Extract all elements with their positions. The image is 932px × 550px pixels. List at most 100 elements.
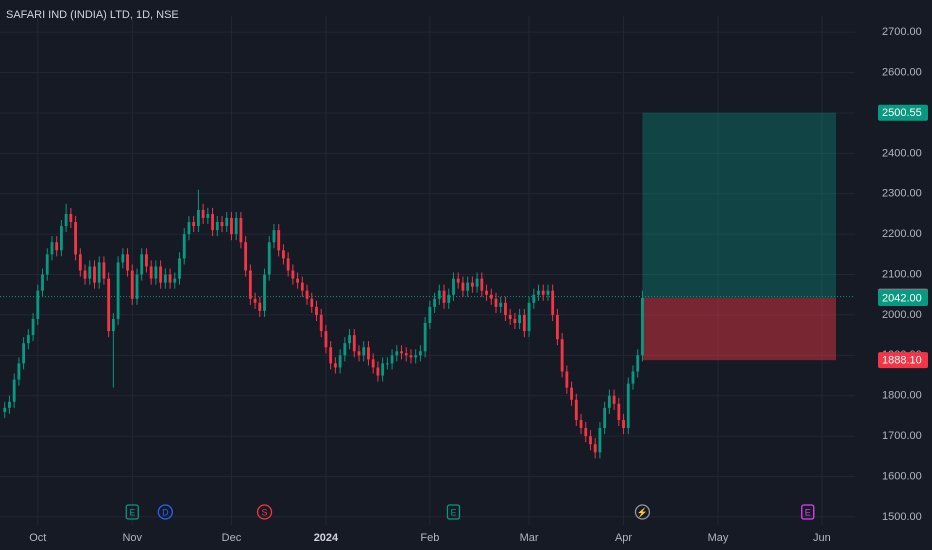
- event-icon: [256, 504, 273, 520]
- price-tag-label: 2500.55: [882, 107, 922, 119]
- candle-body: [348, 335, 351, 344]
- candle-body: [253, 298, 257, 303]
- candle-body: [178, 258, 181, 279]
- event-icon: [446, 504, 461, 520]
- candle-body: [418, 351, 422, 356]
- candle-body: [244, 242, 248, 271]
- candle-body: [400, 351, 403, 354]
- candle-body: [470, 282, 474, 287]
- y-tick-label: 2300.00: [882, 188, 922, 200]
- candle-body: [381, 363, 385, 376]
- candle-body: [560, 339, 564, 372]
- candle-body: [140, 254, 144, 275]
- candle-body: [461, 282, 465, 291]
- candle-body: [83, 270, 87, 279]
- candle-body: [93, 266, 96, 283]
- candle-body: [414, 355, 418, 358]
- candle-body: [3, 407, 7, 412]
- x-tick-label: Dec: [222, 532, 242, 544]
- candle-body: [239, 217, 243, 243]
- candle-body: [102, 262, 106, 279]
- candle-body: [447, 294, 451, 303]
- event-label: ⚡: [637, 506, 648, 518]
- candle-body: [631, 371, 635, 384]
- candle-body: [130, 270, 134, 299]
- candle-body: [163, 274, 167, 283]
- candle-body: [111, 318, 115, 332]
- x-tick-label: 2024: [314, 532, 339, 544]
- candle-body: [88, 266, 92, 279]
- candle-body: [442, 290, 446, 303]
- candle-body: [518, 314, 522, 324]
- candle-body: [173, 278, 177, 283]
- candle-body: [480, 278, 484, 291]
- candle-body: [395, 351, 399, 356]
- y-tick-label: 2000.00: [882, 309, 922, 321]
- candle-body: [593, 444, 597, 453]
- candle-body: [286, 258, 290, 271]
- y-tick-label: 2700.00: [882, 26, 922, 38]
- target-zone: [642, 112, 836, 298]
- candle-body: [36, 290, 40, 319]
- x-tick-label: Jun: [813, 532, 831, 544]
- event-label: D: [162, 507, 169, 517]
- event-label: E: [450, 507, 456, 517]
- candle-body: [617, 403, 621, 420]
- candle-body: [69, 213, 73, 223]
- candle-body: [329, 347, 333, 364]
- candle-body: [574, 399, 578, 420]
- candle-body: [584, 428, 588, 437]
- candle-body: [579, 419, 583, 429]
- candle-body: [333, 363, 337, 368]
- candle-body: [277, 230, 281, 251]
- candle-body: [409, 355, 413, 358]
- candle-body: [22, 343, 26, 364]
- candle-body: [532, 294, 536, 303]
- candle-body: [17, 363, 21, 380]
- candle-body: [154, 266, 158, 279]
- candle-body: [428, 306, 432, 324]
- candle-body: [282, 250, 285, 259]
- event-label: E: [805, 507, 811, 517]
- candle-body: [612, 395, 616, 404]
- candle-body: [192, 222, 196, 227]
- candle-body: [220, 222, 224, 227]
- candle-body: [343, 343, 347, 356]
- candle-body: [390, 355, 394, 364]
- candle-body: [291, 270, 295, 279]
- candle-body: [589, 436, 592, 445]
- candle-body: [537, 290, 540, 295]
- candle-body: [305, 290, 309, 299]
- candle-body: [522, 314, 526, 332]
- candle-body: [452, 278, 455, 295]
- candle-body: [196, 209, 200, 227]
- x-tick-label: Mar: [520, 532, 539, 544]
- candle-body: [126, 254, 129, 271]
- candle-body: [59, 226, 63, 251]
- candle-body: [55, 242, 59, 251]
- candle-body: [641, 297, 644, 356]
- candle-body: [603, 407, 607, 429]
- candle-body: [201, 209, 205, 218]
- candle-body: [367, 347, 370, 360]
- candle-body: [385, 363, 389, 365]
- event-icon: [801, 504, 815, 520]
- candle-body: [107, 278, 111, 332]
- event-icon: [634, 504, 651, 520]
- price-tag: [878, 104, 928, 121]
- event-label: E: [129, 507, 135, 517]
- candle-body: [187, 222, 191, 235]
- candle-body: [466, 282, 470, 291]
- y-tick-label: 2200.00: [882, 228, 922, 240]
- candle-body: [546, 290, 550, 295]
- candle-body: [8, 401, 11, 408]
- candle-body: [310, 298, 314, 307]
- candle-body: [513, 318, 517, 324]
- price-tag-label: 1888.10: [882, 355, 922, 367]
- candle-body: [159, 266, 163, 283]
- candle-body: [121, 254, 125, 263]
- candle-body: [234, 217, 238, 235]
- candle-body: [489, 294, 493, 299]
- candle-body: [145, 254, 148, 267]
- candle-body: [527, 302, 531, 332]
